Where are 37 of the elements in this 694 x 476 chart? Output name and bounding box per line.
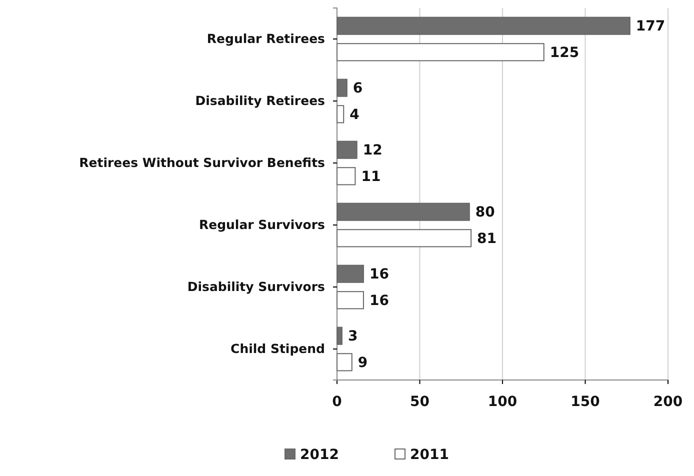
data-label: 80 — [475, 204, 496, 221]
x-tick-label: 100 — [488, 394, 518, 410]
x-tick-label: 0 — [332, 394, 342, 410]
x-tick-label: 50 — [410, 394, 430, 410]
bar — [336, 291, 364, 310]
bar — [336, 140, 358, 159]
y-tick-label: Retirees Without Survivor Benefits — [79, 155, 325, 170]
data-label: 6 — [352, 80, 363, 97]
data-label: 11 — [361, 169, 381, 186]
bar — [336, 16, 630, 35]
x-tick-label: 150 — [570, 394, 600, 410]
legend-label: 2011 — [410, 446, 449, 463]
bar — [336, 353, 352, 372]
data-label: 177 — [636, 18, 666, 35]
data-label: 3 — [348, 328, 358, 345]
y-tick-label: Regular Retirees — [206, 31, 325, 46]
y-tick-label: Disability Retirees — [195, 93, 325, 108]
x-tick-label: 200 — [653, 394, 683, 410]
data-label: 81 — [477, 231, 497, 248]
data-label: 12 — [362, 142, 382, 159]
legend-label: 2012 — [300, 446, 339, 463]
data-label: 4 — [350, 107, 360, 124]
data-label: 9 — [358, 355, 368, 372]
bar — [336, 326, 342, 345]
y-tick-label: Disability Survivors — [187, 279, 325, 294]
bar — [336, 105, 344, 124]
data-label: 16 — [369, 293, 389, 310]
y-tick-label: Regular Survivors — [198, 217, 325, 232]
data-label: 125 — [550, 45, 580, 62]
bar — [336, 167, 356, 186]
bar — [336, 229, 472, 248]
bar — [336, 43, 544, 62]
bar — [336, 78, 348, 97]
data-label: 16 — [369, 266, 389, 283]
y-tick-label: Child Stipend — [230, 341, 325, 356]
bar — [336, 264, 364, 283]
bar — [336, 202, 470, 221]
